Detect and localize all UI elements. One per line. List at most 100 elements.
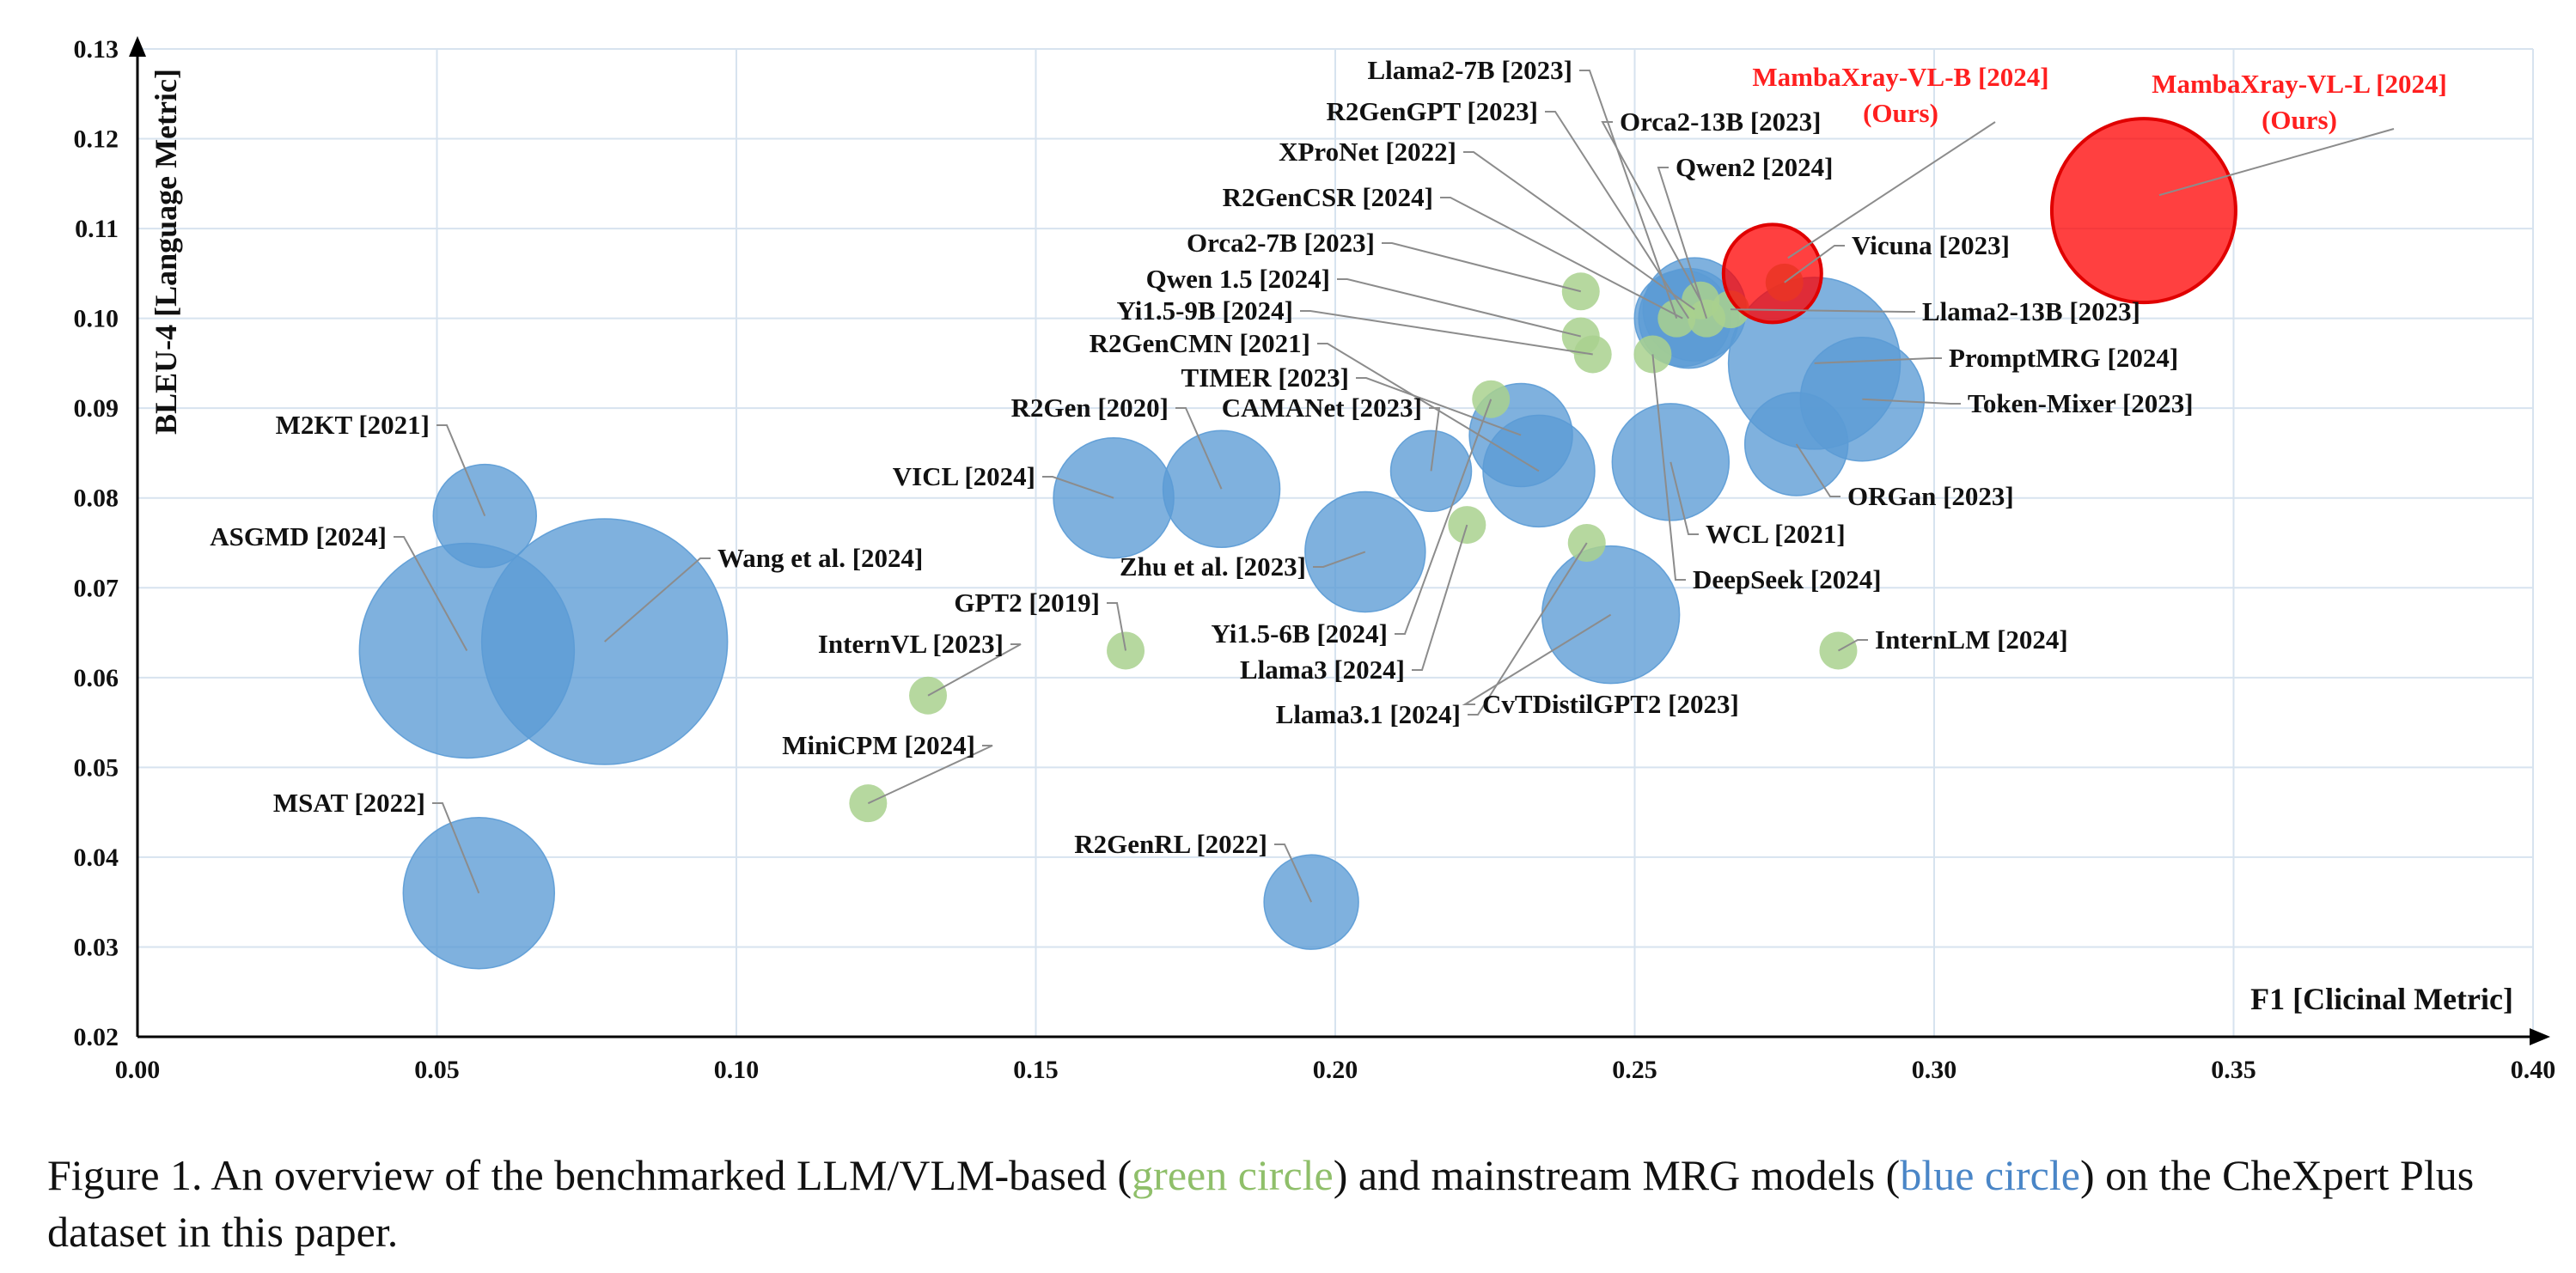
leader-orca2-7b-2023 xyxy=(1382,242,1582,293)
y-tick-labels: 0.02 0.03 0.04 0.05 0.06 0.07 0.08 0.09 0.10 0.11… xyxy=(74,35,119,1051)
leader-llama2-13b-2023 xyxy=(1731,308,1915,313)
leader-mambaxray-vl-b-2024 xyxy=(1787,121,1996,259)
leader-llama3-2024 xyxy=(1412,524,1468,671)
label-wang-et-al-2024: Wang et al. [2024] xyxy=(717,543,923,573)
label-orca2-7b-2023: Orca2-7B [2023] xyxy=(1187,228,1375,258)
leader-lines xyxy=(394,70,2395,903)
bubbles xyxy=(358,117,2237,970)
y-tick-label: 0.05 xyxy=(74,753,119,782)
leader-m2kt-2021 xyxy=(436,424,486,517)
leader-llama2-7b-2023 xyxy=(1579,70,1678,319)
y-tick-label: 0.10 xyxy=(74,305,119,333)
leader-zhu-et-al-2023 xyxy=(1313,551,1366,568)
label-token-mixer-2023: Token-Mixer [2023] xyxy=(1968,388,2194,418)
y-axis-arrow xyxy=(129,36,146,57)
leader-yi1-5-9b-2024 xyxy=(1300,310,1593,356)
leader-gpt2-2019 xyxy=(1107,602,1127,651)
x-tick-label: 0.15 xyxy=(1013,1056,1059,1084)
y-tick-label: 0.03 xyxy=(74,933,119,961)
leader-cvtdistilgpt2-2023 xyxy=(1462,613,1612,705)
label-yi1-5-9b-2024: Yi1.5-9B [2024] xyxy=(1117,295,1294,326)
label-r2gen-2020: R2Gen [2020] xyxy=(1011,393,1169,423)
leader-deepseek-2024 xyxy=(1651,354,1686,581)
leader-msat-2022 xyxy=(432,802,480,894)
y-tick-label: 0.02 xyxy=(74,1023,119,1051)
label-qwen2-2024: Qwen2 [2024] xyxy=(1676,152,1833,182)
label-cvtdistilgpt2-2023: CvTDistilGPT2 [2023] xyxy=(1482,689,1739,719)
label-mambaxray-vl-l-2024: MambaXray-VL-L [2024] xyxy=(2152,69,2447,99)
y-tick-label: 0.06 xyxy=(74,664,119,692)
label-camanet-2023: CAMANet [2023] xyxy=(1222,393,1422,423)
leader-vicuna-2023 xyxy=(1784,245,1845,283)
label-gpt2-2019: GPT2 [2019] xyxy=(954,588,1100,618)
label-promptmrg-2024: PromptMRG [2024] xyxy=(1949,343,2178,373)
leader-minicpm-2024 xyxy=(867,745,993,805)
leader-wcl-2021 xyxy=(1670,461,1699,535)
label-r2genrl-2022: R2GenRL [2022] xyxy=(1074,829,1267,859)
label-qwen-1-5-2024: Qwen 1.5 [2024] xyxy=(1146,264,1330,294)
leader-yi1-5-6b-2024 xyxy=(1395,399,1492,635)
bubble-mambaxray-vl-l-2024 xyxy=(2049,117,2237,305)
leader-internvl-2023 xyxy=(927,643,1022,697)
figure-caption: Figure 1. An overview of the benchmarked… xyxy=(47,1147,2539,1260)
leader-r2gencsr-2024 xyxy=(1440,197,1683,320)
caption-blue-text: blue circle xyxy=(1900,1151,2080,1199)
x-tick-label: 0.10 xyxy=(714,1056,760,1084)
y-tick-label: 0.08 xyxy=(74,484,119,513)
leader-r2gencmn-2021 xyxy=(1317,343,1540,472)
axes xyxy=(129,36,2550,1045)
bubble-chart: 0.00 0.05 0.10 0.15 0.20 0.25 0.30 0.35 0.40 0.0… xyxy=(74,35,2556,1084)
leader-orca2-13b-2023 xyxy=(1601,121,1702,302)
label-orca2-13b-2023: Orca2-13B [2023] xyxy=(1620,107,1821,137)
leader-qwen2-2024 xyxy=(1657,167,1708,319)
caption-green-text: green circle xyxy=(1132,1151,1334,1199)
label-m2kt-2021: M2KT [2021] xyxy=(276,410,430,440)
x-tick-label: 0.40 xyxy=(2511,1056,2556,1084)
point-labels: M2KT [2021] ASGMD [2024] Wang et al. [2024… xyxy=(210,55,2447,859)
label-minicpm-2024: MiniCPM [2024] xyxy=(782,730,975,760)
x-tick-labels: 0.00 0.05 0.10 0.15 0.20 0.25 0.30 0.35 0.40 xyxy=(115,1056,2556,1084)
label-vicl-2024: VICL [2024] xyxy=(893,461,1035,491)
leader-asgmd-2024 xyxy=(394,536,468,651)
label-internlm-2024: InternLM [2024] xyxy=(1875,624,2068,655)
leader-wang-et-al-2024 xyxy=(604,557,711,643)
leader-mambaxray-vl-l-2024 xyxy=(2158,128,2395,197)
label-r2gengpt-2023: R2GenGPT [2023] xyxy=(1326,96,1538,126)
leader-r2gengpt-2023 xyxy=(1545,111,1690,320)
leader-timer-2023 xyxy=(1356,377,1522,436)
bubble-mambaxray-vl-b-2024 xyxy=(1721,222,1823,325)
y-tick-label: 0.07 xyxy=(74,574,119,602)
label-llama3-2024: Llama3 [2024] xyxy=(1240,655,1405,685)
x-tick-label: 0.35 xyxy=(2211,1056,2256,1084)
leader-xpronet-2022 xyxy=(1463,151,1695,310)
label-note-mambaxray-vl-b-2024: (Ours) xyxy=(1863,98,1938,128)
label-internvl-2023: InternVL [2023] xyxy=(818,629,1004,659)
label-mambaxray-vl-b-2024: MambaXray-VL-B [2024] xyxy=(1752,62,2048,92)
label-timer-2023: TIMER [2023] xyxy=(1181,362,1349,393)
label-asgmd-2024: ASGMD [2024] xyxy=(210,521,387,551)
leader-vicl-2024 xyxy=(1042,476,1114,499)
caption-prefix: Figure 1. An overview of the benchmarked… xyxy=(47,1151,1132,1199)
leader-qwen-1-5-2024 xyxy=(1337,278,1582,338)
label-wcl-2021: WCL [2021] xyxy=(1706,519,1846,549)
label-llama2-13b-2023: Llama2-13B [2023] xyxy=(1922,296,2140,326)
label-deepseek-2024: DeepSeek [2024] xyxy=(1693,564,1882,594)
leader-token-mixer-2023 xyxy=(1862,398,1961,405)
x-tick-label: 0.25 xyxy=(1612,1056,1657,1084)
x-tick-label: 0.20 xyxy=(1313,1056,1358,1084)
label-msat-2022: MSAT [2022] xyxy=(273,788,425,818)
leader-promptmrg-2024 xyxy=(1814,357,1942,364)
x-tick-label: 0.30 xyxy=(1912,1056,1957,1084)
leader-camanet-2023 xyxy=(1429,407,1441,472)
label-note-mambaxray-vl-l-2024: (Ours) xyxy=(2262,105,2337,135)
leader-llama3-1-2024 xyxy=(1468,542,1588,716)
y-axis-title: BLEU-4 [Language Metric] xyxy=(149,69,183,435)
leader-organ-2023 xyxy=(1795,443,1840,497)
leader-r2genrl-2022 xyxy=(1274,844,1313,903)
y-tick-label: 0.11 xyxy=(75,215,119,243)
x-tick-label: 0.05 xyxy=(414,1056,460,1084)
label-yi1-5-6b-2024: Yi1.5-6B [2024] xyxy=(1212,618,1389,649)
label-organ-2023: ORGan [2023] xyxy=(1847,481,2014,511)
label-llama3-1-2024: Llama3.1 [2024] xyxy=(1276,699,1461,729)
y-tick-label: 0.13 xyxy=(74,35,119,64)
